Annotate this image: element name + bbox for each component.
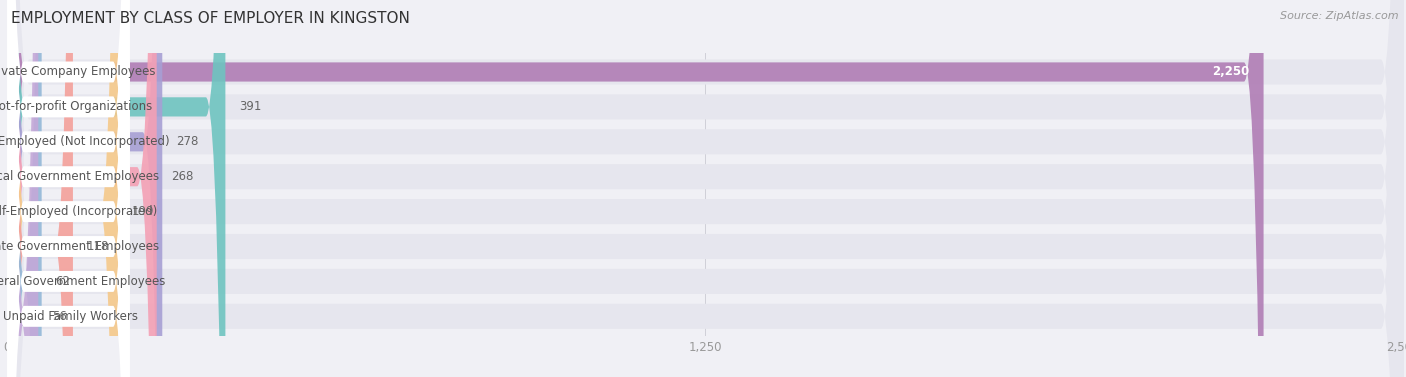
Text: 268: 268 <box>170 170 193 183</box>
Text: 199: 199 <box>132 205 155 218</box>
FancyBboxPatch shape <box>7 0 1403 377</box>
Text: 2,250: 2,250 <box>1212 66 1250 78</box>
FancyBboxPatch shape <box>7 0 129 377</box>
Text: Self-Employed (Not Incorporated): Self-Employed (Not Incorporated) <box>0 135 170 148</box>
Text: EMPLOYMENT BY CLASS OF EMPLOYER IN KINGSTON: EMPLOYMENT BY CLASS OF EMPLOYER IN KINGS… <box>11 11 411 26</box>
Text: Unpaid Family Workers: Unpaid Family Workers <box>3 310 138 323</box>
Text: 62: 62 <box>56 275 70 288</box>
Text: 278: 278 <box>176 135 198 148</box>
FancyBboxPatch shape <box>7 0 129 377</box>
Text: Self-Employed (Incorporated): Self-Employed (Incorporated) <box>0 205 157 218</box>
FancyBboxPatch shape <box>7 0 1403 377</box>
FancyBboxPatch shape <box>7 0 1403 377</box>
FancyBboxPatch shape <box>7 0 129 377</box>
FancyBboxPatch shape <box>7 0 1403 377</box>
FancyBboxPatch shape <box>7 0 162 377</box>
FancyBboxPatch shape <box>7 0 42 377</box>
Text: 56: 56 <box>52 310 67 323</box>
FancyBboxPatch shape <box>7 0 156 377</box>
FancyBboxPatch shape <box>7 0 1403 377</box>
FancyBboxPatch shape <box>7 0 129 377</box>
Text: 118: 118 <box>87 240 110 253</box>
FancyBboxPatch shape <box>7 0 1403 377</box>
Text: Private Company Employees: Private Company Employees <box>0 66 156 78</box>
FancyBboxPatch shape <box>7 0 129 377</box>
FancyBboxPatch shape <box>7 0 1403 377</box>
Text: Source: ZipAtlas.com: Source: ZipAtlas.com <box>1281 11 1399 21</box>
Text: Federal Government Employees: Federal Government Employees <box>0 275 166 288</box>
FancyBboxPatch shape <box>7 0 73 377</box>
FancyBboxPatch shape <box>7 0 38 377</box>
FancyBboxPatch shape <box>7 0 129 377</box>
FancyBboxPatch shape <box>7 0 225 377</box>
FancyBboxPatch shape <box>7 0 1403 377</box>
FancyBboxPatch shape <box>7 0 1264 377</box>
Text: 391: 391 <box>239 100 262 113</box>
FancyBboxPatch shape <box>7 0 129 377</box>
FancyBboxPatch shape <box>7 0 129 377</box>
Text: Not-for-profit Organizations: Not-for-profit Organizations <box>0 100 152 113</box>
FancyBboxPatch shape <box>7 0 118 377</box>
Text: Local Government Employees: Local Government Employees <box>0 170 159 183</box>
Text: State Government Employees: State Government Employees <box>0 240 159 253</box>
